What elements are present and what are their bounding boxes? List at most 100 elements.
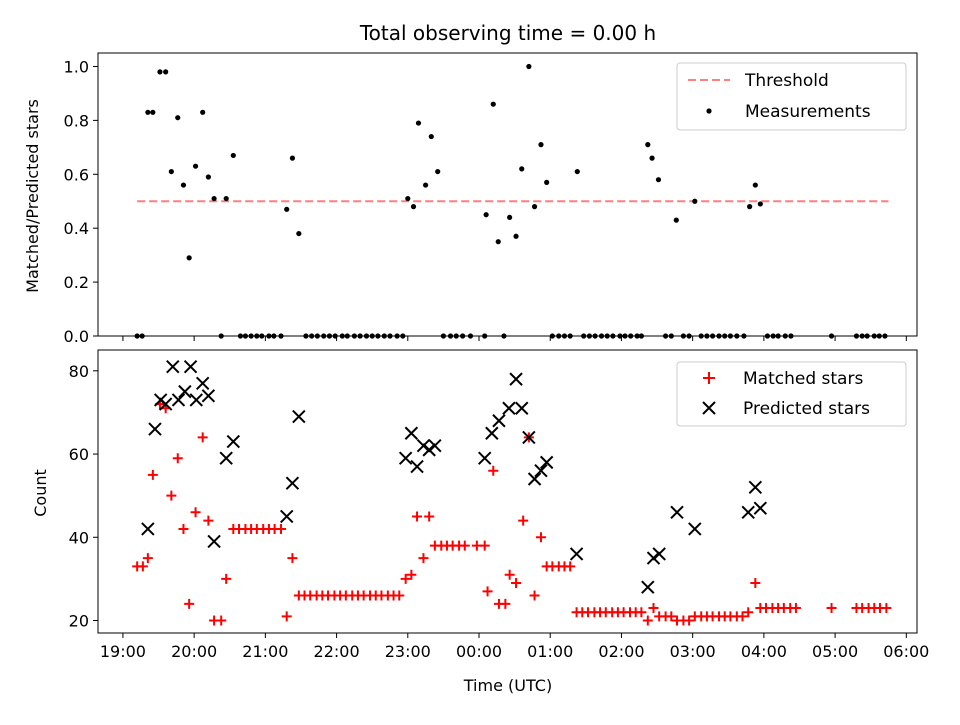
predicted-stars-point — [641, 580, 655, 594]
top-plot-area: 0.0 0.2 0.4 0.6 0.8 1.0 — [64, 52, 918, 346]
matched-stars-point — [221, 573, 232, 584]
matched-stars-point — [400, 573, 411, 584]
predicted-stars-point — [178, 384, 192, 399]
top-legend: Threshold Measurements — [676, 62, 907, 131]
matched-stars-point — [504, 569, 515, 580]
predicted-stars-point — [207, 534, 221, 549]
top-y-axis-label: Matched/Predicted stars — [23, 99, 42, 293]
measurements-point — [483, 212, 489, 218]
bottom-x-tick-label: 06:00 — [883, 642, 929, 661]
measurements-point — [513, 233, 519, 239]
measurements-point — [747, 204, 753, 210]
predicted-stars-point — [534, 463, 548, 478]
matched-stars-point — [184, 598, 195, 609]
predicted-stars-point — [753, 501, 768, 515]
top-y-tick-label: 1.0 — [64, 57, 89, 76]
measurements-point — [495, 239, 501, 245]
matched-stars-point — [684, 615, 695, 626]
predicted-stars-point — [158, 397, 173, 411]
matched-stars-point — [287, 553, 298, 564]
matched-stars-point — [203, 515, 214, 526]
predicted-stars-point — [652, 547, 666, 561]
measurements-point — [192, 163, 199, 169]
matched-stars-point — [276, 523, 287, 534]
measurements-point — [538, 142, 544, 148]
matched-stars-point — [142, 553, 153, 564]
bottom-x-tick-label: 20:00 — [171, 642, 217, 661]
matched-stars-point — [190, 507, 201, 518]
predicted-stars-point — [539, 455, 554, 470]
predicted-stars-point — [280, 509, 294, 524]
predicted-stars-point — [569, 547, 584, 561]
matched-stars-point — [500, 598, 511, 609]
bottom-x-tick-label: 01:00 — [527, 642, 573, 661]
top-axes-frame — [97, 52, 918, 337]
predicted-stars-point — [416, 439, 431, 453]
predicted-stars-legend-swatch — [702, 401, 716, 415]
measurements-point — [526, 63, 532, 70]
predicted-stars-point — [219, 451, 233, 465]
predicted-stars-point — [189, 393, 203, 407]
top-y-tick-label: 0.4 — [64, 219, 89, 238]
measurements-legend-swatch — [706, 108, 712, 114]
bottom-plot-area: 20 40 60 80 19:00 20:00 21:00 22:00 23:00 00:00 01… — [69, 349, 929, 661]
top-legend-box — [676, 62, 907, 131]
bottom-x-tick-label: 02:00 — [598, 642, 644, 661]
measurements-point — [519, 166, 525, 172]
matched-stars-point — [394, 590, 405, 601]
measurements-point — [289, 155, 296, 161]
bottom-y-axis-label: Count — [31, 469, 50, 517]
matched-stars-point — [281, 611, 292, 622]
bottom-x-tick-label: 05:00 — [812, 642, 858, 661]
legend-threshold-label: Threshold — [744, 71, 829, 91]
measurements-point — [655, 177, 662, 183]
measurements-point — [544, 179, 550, 185]
matched-stars-point — [565, 561, 576, 572]
measurements-point — [645, 142, 651, 148]
matched-stars-point — [790, 603, 801, 614]
measurements-point — [223, 195, 229, 202]
legend-matched-label: Matched stars — [743, 369, 863, 389]
measurements-point — [752, 182, 758, 188]
bottom-legend: Matched stars Predicted stars — [676, 361, 907, 427]
predicted-stars-point — [398, 451, 413, 465]
bottom-x-tick-label: 19:00 — [100, 642, 146, 661]
matched-stars-point — [424, 511, 435, 522]
bottom-axes-frame — [97, 349, 918, 634]
bottom-x-tick-label: 22:00 — [314, 642, 360, 661]
measurements-point — [296, 230, 302, 237]
x-axis-label: Time (UTC) — [463, 676, 552, 695]
matched-stars-point — [881, 603, 892, 614]
top-y-tick-label: 0.8 — [64, 111, 89, 130]
bottom-y-tick-label: 80 — [69, 362, 89, 381]
matched-stars-point — [479, 540, 490, 551]
predicted-stars-point — [166, 359, 180, 374]
matched-stars-point — [459, 540, 470, 551]
measurements-point — [230, 152, 236, 159]
matched-stars-point — [750, 578, 761, 589]
matched-stars-point — [488, 465, 499, 476]
matched-stars-point — [216, 615, 227, 626]
matched-stars-point — [642, 615, 653, 626]
matched-stars-point — [147, 469, 158, 480]
measurements-point — [490, 101, 496, 107]
matched-stars-point — [178, 523, 189, 534]
predicted-stars-point — [670, 505, 684, 520]
predicted-stars-point — [201, 389, 216, 403]
matched-stars-point — [666, 611, 677, 622]
predicted-stars-point — [292, 409, 306, 424]
matched-stars-point — [636, 607, 647, 618]
matched-stars-point — [518, 515, 529, 526]
predicted-stars-point — [509, 372, 523, 386]
predicted-stars-point — [522, 430, 536, 445]
matched-stars-point — [197, 432, 208, 443]
measurements-point — [423, 182, 429, 188]
predicted-stars-point — [171, 393, 186, 407]
measurements-point — [175, 115, 181, 121]
bottom-legend-box — [676, 361, 907, 427]
matched-stars-point — [648, 603, 659, 614]
bottom-x-tick-label: 21:00 — [242, 642, 288, 661]
measurements-point — [211, 195, 217, 202]
bottom-y-tick-label: 60 — [69, 445, 89, 464]
